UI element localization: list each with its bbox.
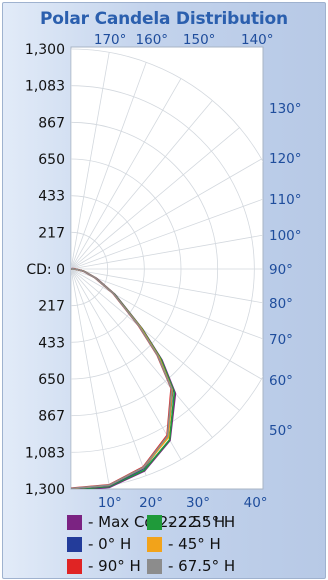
grid-spoke xyxy=(71,268,240,411)
grid-spoke xyxy=(71,268,263,340)
cd-tick-label-lower: 1,083 xyxy=(25,445,65,461)
angle-label-right: 90° xyxy=(269,262,293,278)
angle-label-right: 120° xyxy=(269,151,302,167)
angle-label-right: 100° xyxy=(269,228,302,244)
cd-tick-label-upper: 217 xyxy=(38,225,65,241)
cd-tick-label-upper: 650 xyxy=(38,152,65,168)
legend-swatch xyxy=(147,558,162,574)
polar-grid xyxy=(71,48,263,489)
angle-label-right: 130° xyxy=(269,101,302,117)
grid-spoke xyxy=(71,62,147,270)
legend-item: - 45° H xyxy=(147,534,221,554)
angle-label-top: 140° xyxy=(241,32,274,48)
angle-label-right: 50° xyxy=(269,423,293,439)
legend-label: - 0° H xyxy=(88,535,132,553)
grid-spoke xyxy=(71,234,263,270)
cd-tick-label-upper: 433 xyxy=(38,189,65,205)
grid-spoke xyxy=(71,100,213,270)
angle-label-right: 110° xyxy=(269,192,302,208)
grid-spoke xyxy=(71,158,262,270)
legend-swatch xyxy=(67,558,82,574)
series-curves xyxy=(71,267,177,489)
grid-spoke xyxy=(71,268,147,476)
legend-swatch xyxy=(67,536,82,552)
cd-tick-label-0: CD: 0 xyxy=(26,262,65,278)
grid-spoke xyxy=(71,268,110,486)
legend-label: - 90° H xyxy=(88,557,141,575)
angle-label-right: 80° xyxy=(269,296,293,312)
legend-swatch xyxy=(67,514,82,530)
chart-title: Polar Candela Distribution xyxy=(40,9,288,29)
legend-item: - 22.5° H xyxy=(147,512,235,532)
legend-label: - 67.5° H xyxy=(168,557,236,575)
polar-plot: CD: 0 217 217 433 433 650 650 867 867 1,083 1,083 1… xyxy=(25,32,302,511)
grid-spoke xyxy=(71,78,182,270)
angle-label-top: 150° xyxy=(183,32,216,48)
grid-spoke xyxy=(71,268,263,304)
angle-label-bottom: 40° xyxy=(244,495,268,511)
angle-label-bottom: 30° xyxy=(186,495,210,511)
angle-label-right: 70° xyxy=(269,332,293,348)
axis-labels: CD: 0 217 217 433 433 650 650 867 867 1,083 1,083 1… xyxy=(25,32,302,511)
angle-label-top: 160° xyxy=(136,32,169,48)
grid-spoke xyxy=(71,268,182,460)
legend-item: - 90° H xyxy=(67,556,141,576)
cd-tick-label-upper: 867 xyxy=(38,115,65,131)
grid-spoke xyxy=(71,268,213,438)
legend-item: - 0° H xyxy=(67,534,131,554)
cd-tick-label-lower: 650 xyxy=(38,372,65,388)
cd-tick-label-lower: 867 xyxy=(38,409,65,425)
angle-label-bottom: 10° xyxy=(98,495,122,511)
cd-tick-label-lower: 217 xyxy=(38,299,65,315)
angle-label-right: 60° xyxy=(269,373,293,389)
grid-spoke xyxy=(71,268,262,380)
plot-area xyxy=(70,46,264,490)
grid-spoke xyxy=(71,52,110,270)
cd-tick-label-lower: 1,300 xyxy=(25,482,65,498)
legend-item: - 67.5° H xyxy=(147,556,235,576)
series-line-5 xyxy=(71,267,173,489)
angle-label-top: 170° xyxy=(94,32,127,48)
legend-label: - 22.5° H xyxy=(168,513,236,531)
angle-label-bottom: 20° xyxy=(139,495,163,511)
cd-tick-label-upper: 1,083 xyxy=(25,79,65,95)
legend-swatch xyxy=(147,514,162,530)
legend-label: - 45° H xyxy=(168,535,221,553)
grid-spoke xyxy=(71,127,240,270)
legend-swatch xyxy=(147,536,162,552)
cd-tick-label-upper: 1,300 xyxy=(25,42,65,58)
cd-tick-label-lower: 433 xyxy=(38,335,65,351)
grid-spoke xyxy=(71,198,263,270)
